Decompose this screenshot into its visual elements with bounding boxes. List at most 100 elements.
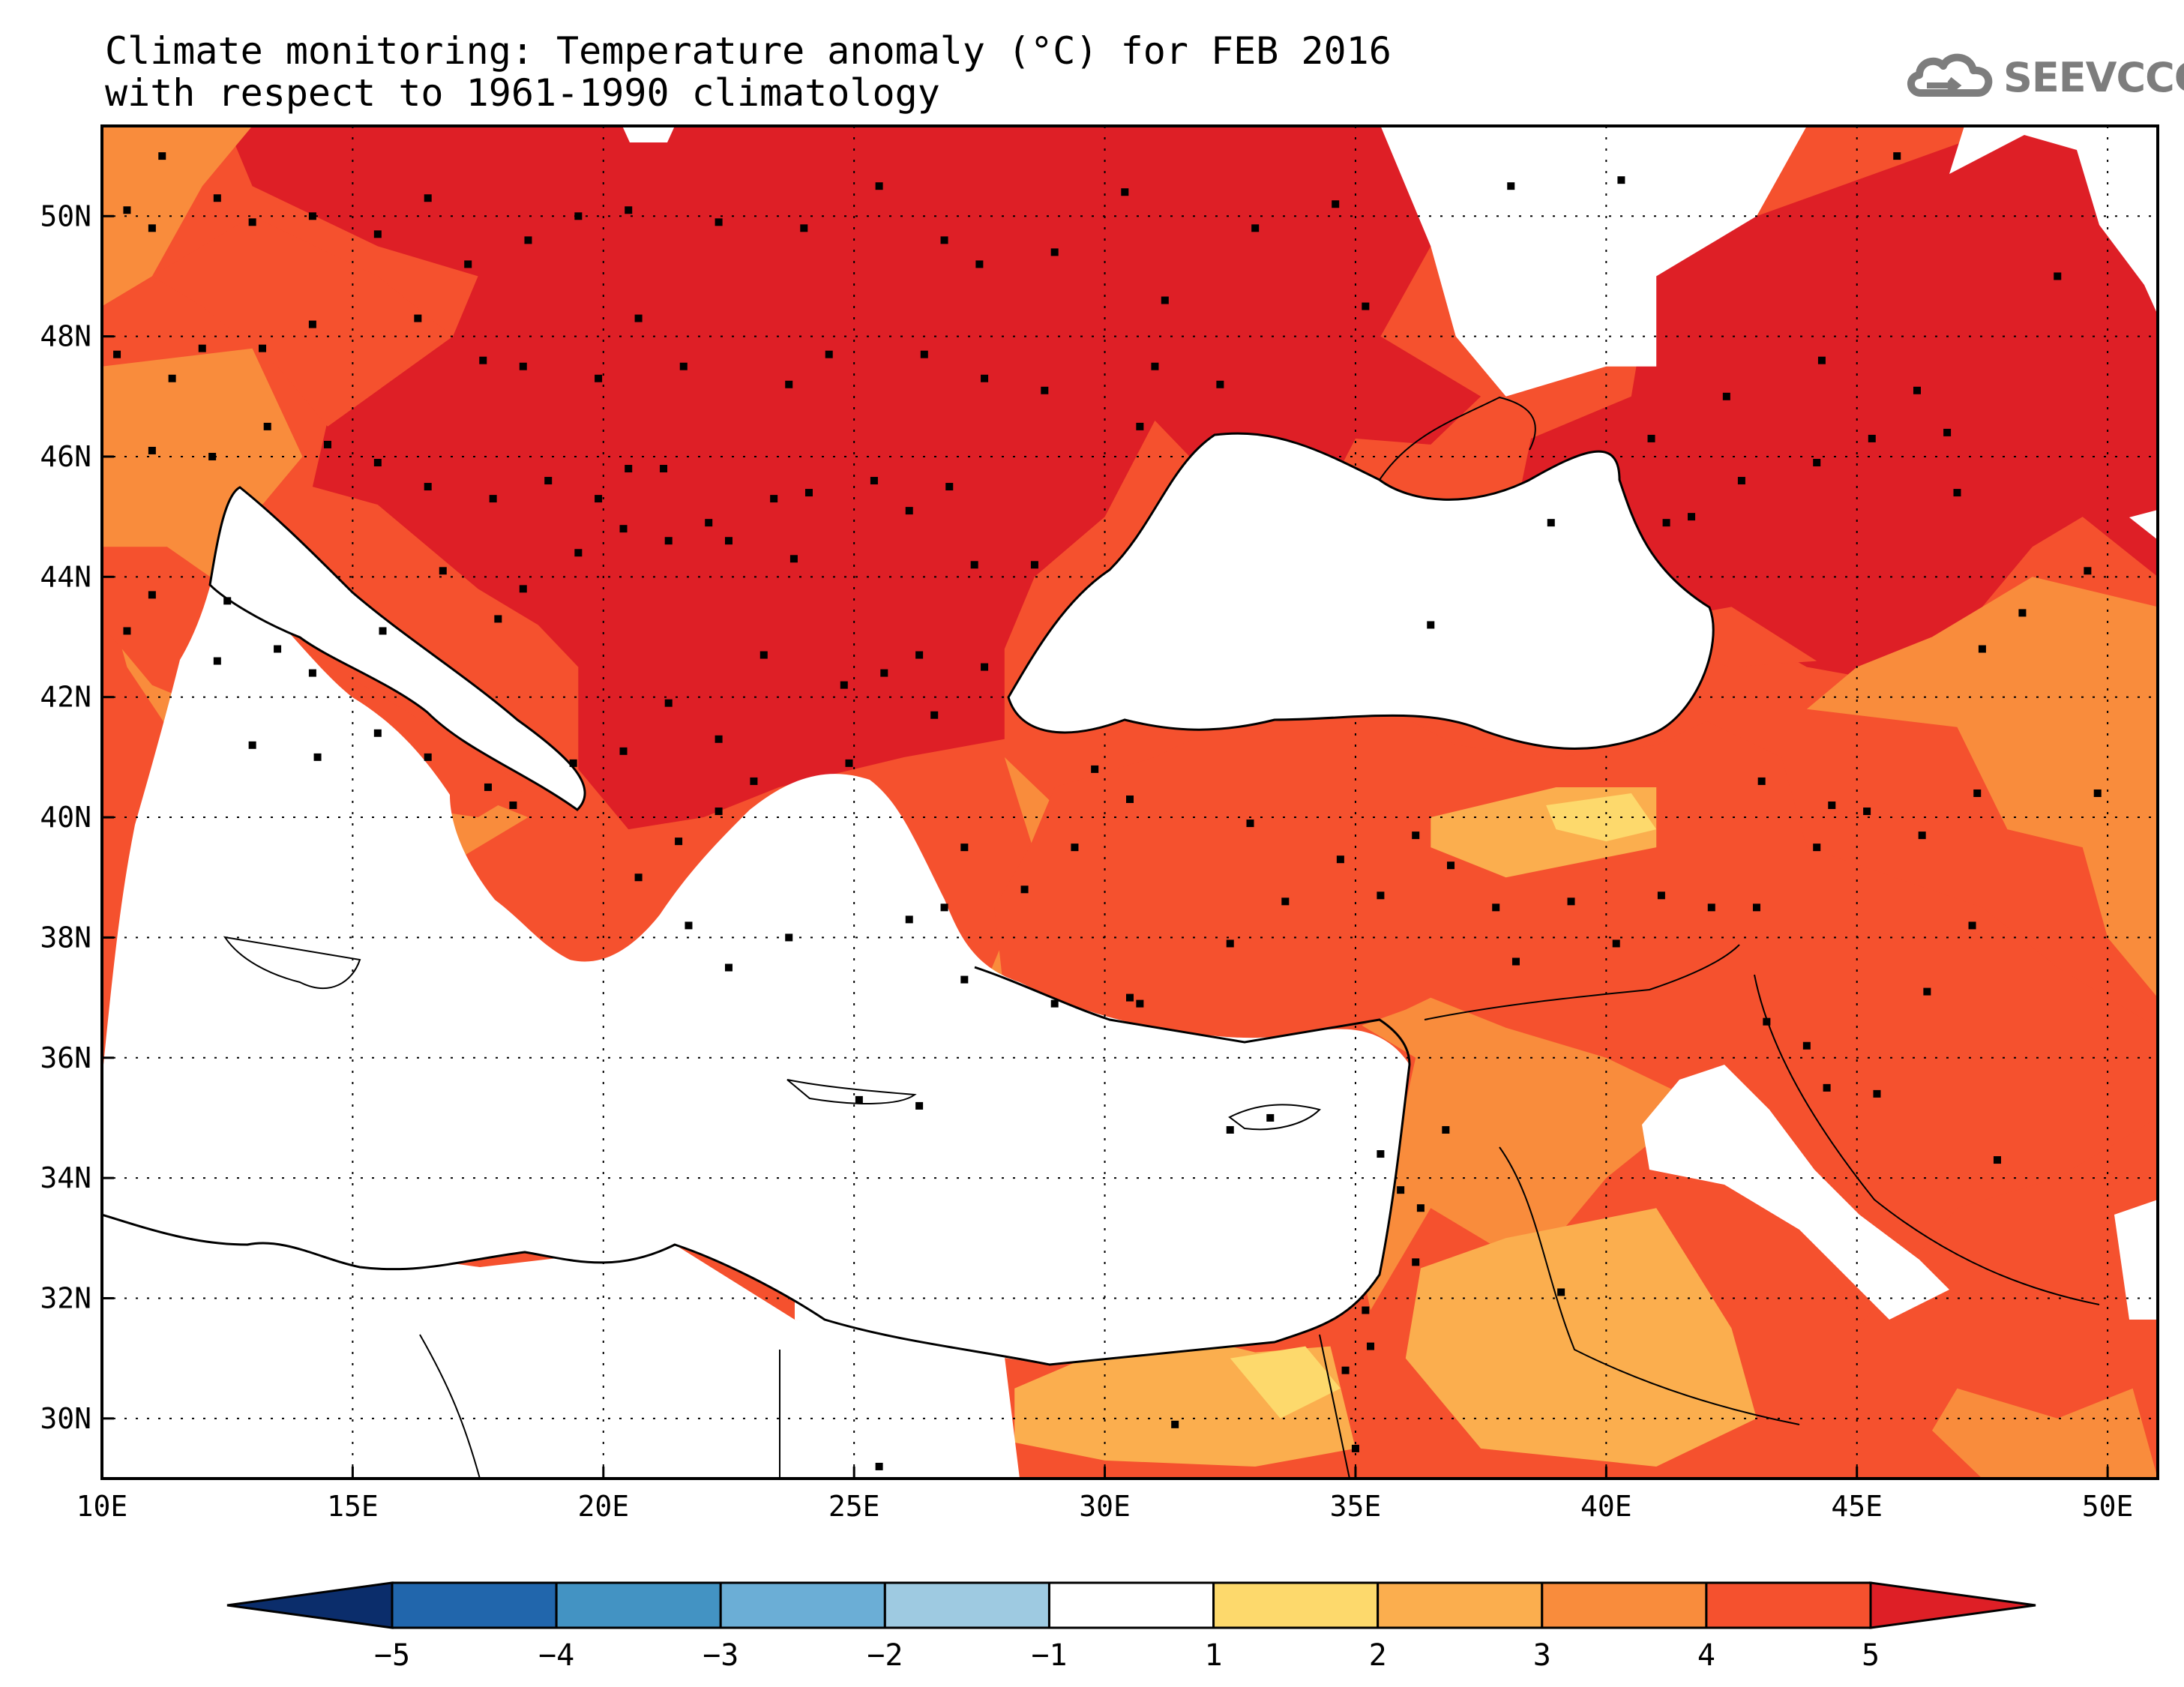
legend-label: 2	[1369, 1638, 1387, 1673]
station-90	[981, 663, 989, 671]
station-60	[945, 483, 954, 491]
station-159	[1978, 645, 1986, 653]
crete-coast	[786, 1079, 917, 1104]
cyprus-coast	[1228, 1104, 1321, 1131]
station-70	[308, 669, 316, 677]
station-92	[845, 759, 853, 767]
station-112	[1226, 939, 1234, 948]
station-47	[424, 483, 432, 491]
lat-tick-label: 50N	[40, 199, 91, 232]
station-161	[2084, 567, 2092, 575]
station-78	[373, 729, 382, 737]
station-11	[625, 206, 633, 214]
station-2	[158, 152, 166, 160]
station-21	[1332, 200, 1340, 208]
station-1	[148, 224, 156, 232]
station-72	[213, 657, 221, 665]
lon-tick-label: 10E	[76, 1490, 128, 1523]
station-143	[1362, 1306, 1370, 1314]
station-23	[1216, 380, 1224, 388]
coastlines	[102, 396, 2100, 1479]
station-22	[1362, 302, 1370, 310]
north-africa-coast	[102, 1064, 1411, 1366]
station-142	[1442, 1125, 1450, 1134]
legend-swatch-6	[1377, 1581, 1544, 1629]
station-154	[875, 1462, 883, 1470]
station-128	[1918, 832, 1926, 840]
station-99	[785, 933, 793, 942]
legend-swatch-5	[1212, 1581, 1380, 1629]
legend-swatch-4	[1047, 1581, 1215, 1629]
syria-desert-no-data	[1642, 1065, 1949, 1320]
station-160	[2018, 609, 2027, 617]
station-69	[379, 627, 387, 635]
station-167	[1868, 434, 1876, 442]
station-139	[1412, 1258, 1420, 1266]
station-3	[213, 194, 221, 202]
lon-tick-label: 35E	[1330, 1490, 1382, 1523]
legend-swatch-3	[883, 1581, 1050, 1629]
station-9	[524, 236, 532, 244]
color-legend: −5 −4 −3 −2 −1 1 2 3 4 5	[226, 1581, 2036, 1673]
station-55	[804, 489, 813, 497]
station-28	[920, 350, 928, 358]
station-65	[574, 549, 583, 557]
station-25	[1136, 422, 1144, 430]
station-119	[1567, 897, 1575, 906]
station-66	[519, 585, 527, 593]
station-158	[1737, 477, 1745, 485]
station-34	[519, 362, 527, 370]
station-102	[960, 975, 969, 984]
station-165	[1943, 428, 1952, 436]
station-149	[1226, 1125, 1234, 1134]
station-57	[905, 507, 913, 515]
station-124	[1813, 844, 1821, 852]
station-136	[1873, 1089, 1881, 1098]
station-18	[1121, 188, 1129, 196]
station-59	[1030, 561, 1038, 569]
grid-lines	[102, 126, 2158, 1479]
station-150	[1126, 993, 1134, 1002]
station-51	[625, 465, 633, 473]
lat-tick-label: 46N	[40, 440, 91, 473]
station-32	[634, 314, 643, 322]
station-73	[148, 591, 156, 599]
legend-label: 4	[1697, 1638, 1715, 1673]
station-27	[981, 374, 989, 382]
station-52	[660, 465, 668, 473]
lat-tick-label: 34N	[40, 1161, 91, 1194]
station-122	[1707, 903, 1715, 912]
station-41	[113, 350, 121, 358]
station-63	[664, 537, 673, 545]
station-127	[1863, 808, 1871, 816]
station-58	[970, 561, 978, 569]
station-13	[800, 224, 808, 232]
station-64	[619, 525, 628, 533]
station-16	[975, 260, 984, 268]
station-17	[1050, 248, 1059, 256]
map-title-line1: Climate monitoring: Temperature anomaly …	[105, 29, 1392, 73]
station-113	[1377, 891, 1385, 900]
station-42	[148, 446, 156, 454]
station-100	[855, 1095, 863, 1104]
lon-tick-label: 50E	[2082, 1490, 2134, 1523]
station-77	[313, 753, 322, 761]
station-12	[715, 218, 723, 226]
legend-label: −1	[1031, 1638, 1067, 1673]
station-76	[248, 741, 256, 749]
station-75	[223, 597, 232, 605]
station-19	[1161, 296, 1169, 304]
lat-tick-label: 30N	[40, 1402, 91, 1435]
legend-swatch-2	[719, 1581, 886, 1629]
legend-label: −5	[374, 1638, 410, 1673]
station-107	[1091, 765, 1099, 773]
station-24	[1151, 362, 1159, 370]
legend-label: −2	[867, 1638, 903, 1673]
station-81	[509, 802, 517, 810]
station-95	[675, 838, 683, 846]
legend-label: 1	[1205, 1638, 1223, 1673]
station-89	[915, 651, 924, 659]
lon-tick-label: 45E	[1831, 1490, 1883, 1523]
station-109	[1126, 795, 1134, 803]
lat-tick-label: 38N	[40, 921, 91, 954]
